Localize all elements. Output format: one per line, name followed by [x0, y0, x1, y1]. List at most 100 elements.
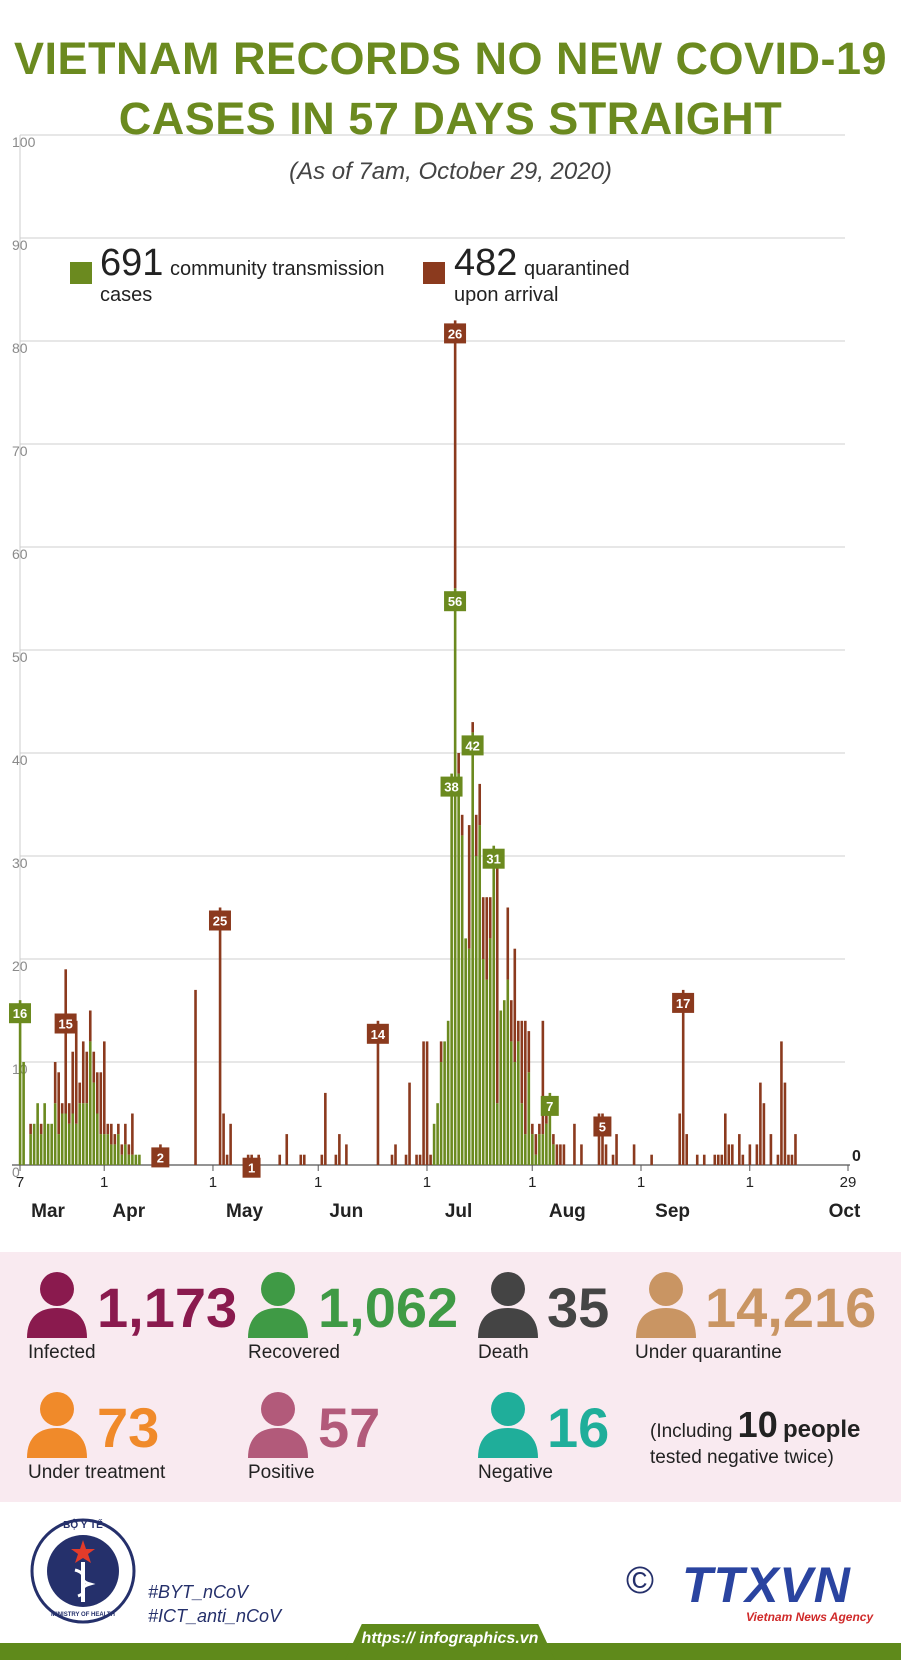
bar-quarantined	[509, 1000, 513, 1042]
bar-quarantined	[481, 897, 485, 959]
bar-quarantined	[64, 969, 68, 1114]
bar-quarantined	[531, 1123, 534, 1135]
bar-quarantined	[787, 1154, 790, 1165]
bar-quarantined	[60, 1103, 64, 1114]
x-tick-label: 7	[16, 1174, 24, 1191]
bar-quarantined	[495, 856, 499, 1104]
bar-community	[531, 1134, 534, 1165]
bar-community	[134, 1154, 138, 1165]
bar-community	[46, 1123, 50, 1165]
bar-quarantined	[88, 1010, 92, 1042]
bar-quarantined	[334, 1154, 338, 1165]
bar-quarantined	[601, 1113, 604, 1165]
bar-quarantined	[404, 1154, 408, 1165]
bar-quarantined	[106, 1123, 110, 1135]
month-label: Sep	[655, 1201, 690, 1222]
daily-cases-chart: 0102030405060708090100161522511456263842…	[9, 134, 861, 1222]
bar-quarantined	[555, 1144, 559, 1165]
bar-community	[138, 1154, 141, 1165]
callout-box	[593, 1116, 612, 1137]
callout-label: 14	[371, 1027, 386, 1042]
legend-community-number: 691	[100, 242, 164, 284]
bar-quarantined	[650, 1154, 653, 1165]
bar-community	[74, 1123, 78, 1165]
callout-box	[54, 1013, 77, 1034]
person-icon	[27, 1272, 87, 1338]
bar-community	[127, 1154, 131, 1165]
ministry-logo-top-text: BỘ Y TẾ	[63, 1520, 103, 1531]
bar-community	[450, 773, 453, 1165]
infographics-url[interactable]: https:// infographics.vn	[361, 1630, 539, 1647]
bar-quarantined	[376, 1020, 380, 1165]
ttxvn-logo: TTXVN	[682, 1557, 851, 1613]
bar-community	[117, 1134, 120, 1165]
person-icon	[478, 1392, 538, 1458]
bar-quarantined	[727, 1144, 731, 1165]
legend-swatch-quarantined	[423, 262, 445, 284]
callout-label: 38	[444, 780, 458, 795]
bar-community	[78, 1103, 82, 1165]
bar-quarantined	[597, 1113, 601, 1165]
bar-community	[520, 1103, 524, 1165]
bar-community	[36, 1103, 39, 1165]
bar-quarantined	[415, 1154, 418, 1165]
bar-community	[488, 938, 492, 1165]
bar-quarantined	[345, 1144, 348, 1165]
callout-label: 26	[448, 326, 462, 341]
bar-quarantined	[124, 1123, 127, 1145]
bar-quarantined	[467, 825, 471, 949]
bar-quarantined	[113, 1134, 117, 1145]
bar-quarantined	[755, 1144, 759, 1165]
bar-quarantined	[520, 1020, 524, 1104]
bar-community	[492, 845, 496, 1165]
bar-community	[517, 1041, 520, 1165]
bar-quarantined	[488, 897, 492, 939]
x-tick-label: 1	[528, 1174, 536, 1191]
bar-quarantined	[776, 1154, 780, 1165]
bar-quarantined	[790, 1154, 794, 1165]
callout-label: 5	[599, 1120, 606, 1135]
bar-community	[460, 835, 464, 1165]
hashtag-byt: #BYT_nCoV	[148, 1582, 249, 1602]
bar-quarantined	[741, 1154, 745, 1165]
bar-community	[478, 825, 482, 1165]
bar-quarantined	[422, 1041, 425, 1165]
callout-box	[540, 1095, 559, 1116]
month-label: Oct	[829, 1201, 861, 1222]
bar-quarantined	[418, 1154, 422, 1165]
bar-quarantined	[194, 989, 197, 1165]
bar-quarantined	[695, 1154, 699, 1165]
bar-quarantined	[604, 1144, 608, 1165]
bar-quarantined	[678, 1113, 681, 1165]
bar-community	[499, 1010, 503, 1165]
bar-quarantined	[724, 1113, 727, 1165]
bar-quarantined	[302, 1154, 306, 1165]
callout-box	[366, 1023, 389, 1044]
bar-quarantined	[524, 1020, 527, 1135]
stat-positive-label: Positive	[248, 1462, 315, 1483]
x-tick-label: 1	[746, 1174, 754, 1191]
legend-community-text2: cases	[100, 284, 153, 306]
callout-box	[242, 1157, 261, 1178]
bar-quarantined	[394, 1144, 397, 1165]
bar-quarantined	[685, 1134, 689, 1165]
bar-quarantined	[769, 1134, 773, 1165]
person-icon	[248, 1272, 308, 1338]
bar-community	[71, 1113, 75, 1165]
bar-community	[60, 1113, 64, 1165]
bar-quarantined	[324, 1092, 327, 1165]
x-tick-label: 1	[100, 1174, 108, 1191]
month-label: Mar	[31, 1201, 65, 1222]
bar-quarantined	[762, 1103, 766, 1165]
bar-quarantined	[460, 814, 464, 836]
bar-community	[18, 1000, 22, 1165]
bar-community	[471, 732, 474, 1165]
callout-label: 7	[546, 1099, 553, 1114]
bar-community	[527, 1072, 531, 1165]
callout-label: 2	[157, 1150, 164, 1165]
stat-recovered-label: Recovered	[248, 1342, 340, 1363]
stat-under-treatment-value: 73	[97, 1396, 160, 1459]
bar-quarantined	[720, 1154, 724, 1165]
bar-quarantined	[67, 1103, 71, 1124]
callout-label: 15	[58, 1017, 72, 1032]
